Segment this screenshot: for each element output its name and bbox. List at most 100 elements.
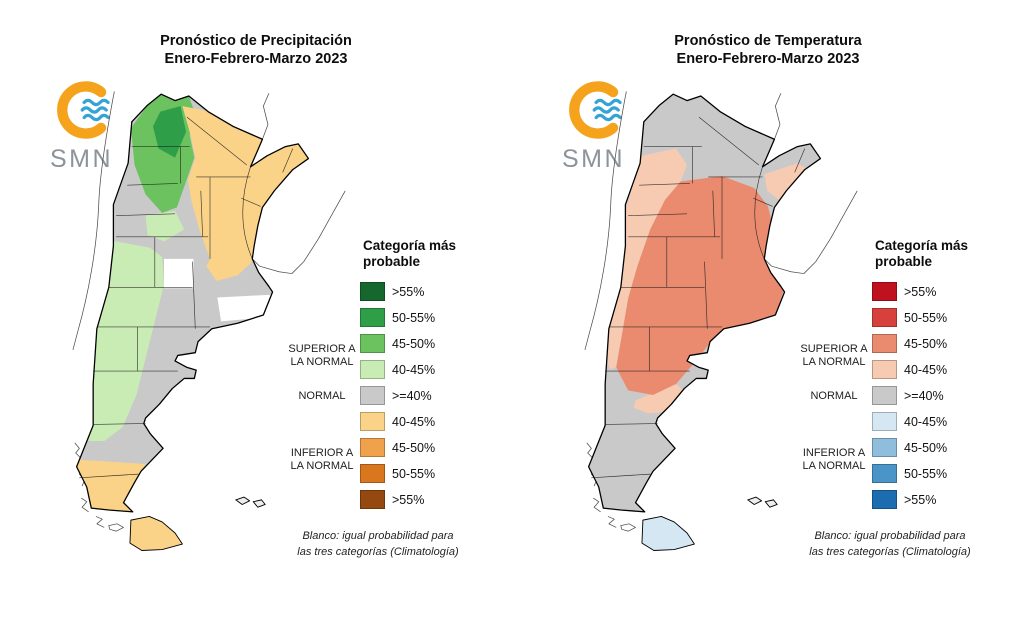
legend-swatch — [360, 360, 385, 379]
legend-swatch — [872, 360, 897, 379]
chile-coastline — [72, 91, 115, 351]
legend-footnote: Blanco: igual probabilidad para las tres… — [258, 528, 498, 560]
legend-swatch — [360, 386, 385, 405]
uruguay-brazil-coastline — [771, 190, 858, 274]
group-label-superior: SUPERIOR A LA NORMAL — [288, 343, 356, 368]
legend-swatch — [360, 438, 385, 457]
malvinas-islands — [235, 496, 266, 508]
legend-label: >55% — [904, 492, 937, 507]
legend-row: 40-45% — [872, 412, 947, 431]
smn-logo-text: SMN — [562, 145, 626, 173]
smn-logo: SMN — [50, 78, 150, 174]
temperature-legend: Categoría más probable SUPERIOR A LA NOR… — [797, 238, 1012, 538]
legend-swatch — [360, 334, 385, 353]
title-line2: Enero-Febrero-Marzo 2023 — [676, 51, 860, 67]
legend-row: >55% — [872, 282, 947, 301]
footnote-line1: Blanco: igual probabilidad para — [814, 530, 966, 542]
legend-row: 45-50% — [360, 334, 435, 353]
province-borders — [591, 116, 806, 479]
legend-row: 45-50% — [872, 438, 947, 457]
legend-label: 40-45% — [392, 362, 436, 377]
legend-row: 40-45% — [360, 412, 435, 431]
argentina-outline — [75, 93, 310, 513]
footnote-line1: Blanco: igual probabilidad para — [302, 530, 454, 542]
legend-row: >55% — [360, 282, 435, 301]
legend-swatch — [872, 438, 897, 457]
legend-label: 45-50% — [392, 440, 436, 455]
legend-label: >=40% — [392, 388, 432, 403]
legend-label: 40-45% — [904, 414, 948, 429]
legend-swatch — [872, 386, 897, 405]
group-label-normal: NORMAL — [810, 390, 858, 402]
title-line2: Enero-Febrero-Marzo 2023 — [164, 51, 348, 67]
legend-swatch — [360, 308, 385, 327]
legend-row: 40-45% — [872, 360, 947, 379]
legend-row: 45-50% — [872, 334, 947, 353]
footnote-line2: las tres categorías (Climatología) — [297, 546, 459, 558]
smn-logo: SMN — [562, 78, 662, 174]
legend-rows: >55% 50-55% 45-50% 40-45% >=40% 40-45% 4… — [872, 282, 947, 509]
legend-row: 40-45% — [360, 360, 435, 379]
legend-label: >55% — [392, 492, 425, 507]
legend-swatch — [872, 412, 897, 431]
temperature-panel: Pronóstico de Temperatura Enero-Febrero-… — [512, 0, 1024, 626]
legend-label: >55% — [904, 284, 937, 299]
temperature-map — [584, 80, 860, 572]
argentina-map-temperature — [584, 91, 858, 551]
title-line1: Pronóstico de Temperatura — [674, 33, 862, 49]
legend-title: Categoría más probable — [363, 238, 457, 269]
malvinas-islands — [747, 496, 778, 508]
group-label-inferior: INFERIOR A LA NORMAL — [290, 447, 354, 472]
legend-row: 50-55% — [872, 464, 947, 483]
legend-swatch — [872, 308, 897, 327]
chile-coastline — [584, 91, 627, 351]
legend-swatch — [872, 282, 897, 301]
paraguay-river-line — [774, 93, 782, 140]
legend-row: 50-55% — [360, 464, 435, 483]
legend-row: >55% — [872, 490, 947, 509]
legend-label: 50-55% — [904, 310, 948, 325]
tierra-del-fuego — [641, 515, 695, 551]
legend-swatch — [872, 464, 897, 483]
legend-rows: >55% 50-55% 45-50% 40-45% >=40% 40-45% 4… — [360, 282, 435, 509]
legend-footnote: Blanco: igual probabilidad para las tres… — [770, 528, 1010, 560]
legend-row: >=40% — [872, 386, 947, 405]
legend-label: 45-50% — [392, 336, 436, 351]
legend-swatch — [360, 412, 385, 431]
legend-swatch — [360, 282, 385, 301]
footnote-line2: las tres categorías (Climatología) — [809, 546, 971, 558]
smn-logo-icon — [57, 81, 110, 139]
legend-swatch — [872, 490, 897, 509]
precipitation-map — [72, 80, 348, 572]
legend-row: >55% — [360, 490, 435, 509]
group-label-normal: NORMAL — [298, 390, 346, 402]
temperature-title: Pronóstico de Temperatura Enero-Febrero-… — [512, 32, 1024, 68]
legend-label: 45-50% — [904, 440, 948, 455]
smn-logo-icon — [569, 81, 622, 139]
legend-label: 50-55% — [904, 466, 948, 481]
legend-label: 40-45% — [904, 362, 948, 377]
argentina-outline — [587, 93, 822, 513]
legend-swatch — [360, 464, 385, 483]
precipitation-title: Pronóstico de Precipitación Enero-Febrer… — [0, 32, 512, 68]
legend-swatch — [872, 334, 897, 353]
group-label-inferior: INFERIOR A LA NORMAL — [802, 447, 866, 472]
precipitation-panel: Pronóstico de Precipitación Enero-Febrer… — [0, 32, 512, 572]
precipitation-legend: Categoría más probable SUPERIOR A LA NOR… — [285, 238, 500, 538]
legend-row: 45-50% — [360, 438, 435, 457]
legend-row: 50-55% — [360, 308, 435, 327]
argentina-map-precipitation — [72, 91, 346, 551]
legend-row: 50-55% — [872, 308, 947, 327]
province-borders — [79, 116, 294, 479]
legend-title: Categoría más probable — [875, 238, 969, 269]
tierra-del-fuego — [129, 515, 183, 551]
smn-logo-text: SMN — [50, 145, 114, 173]
legend-label: 45-50% — [904, 336, 948, 351]
legend-label: >55% — [392, 284, 425, 299]
legend-row: >=40% — [360, 386, 435, 405]
legend-label: >=40% — [904, 388, 944, 403]
uruguay-brazil-coastline — [259, 190, 346, 274]
legend-label: 50-55% — [392, 310, 436, 325]
legend-label: 50-55% — [392, 466, 436, 481]
